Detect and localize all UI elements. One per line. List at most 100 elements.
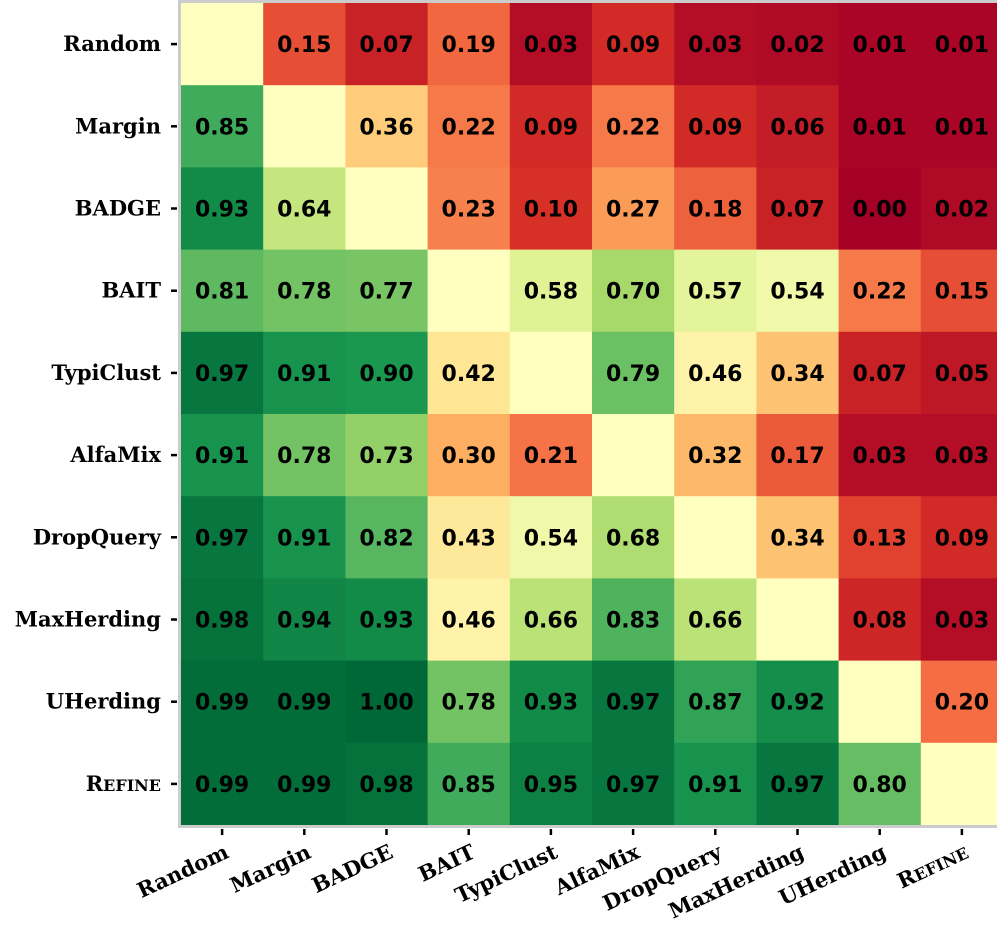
heatmap-cell-uherding-bait xyxy=(427,660,511,744)
heatmap-cell-badge-margin xyxy=(263,167,346,251)
heatmap-cell-refine-random xyxy=(181,742,264,826)
heatmap-cell-alfamix-uherding xyxy=(838,414,922,497)
cell-value-label: 0.57 xyxy=(688,280,742,305)
heatmap-cell-typiclust-margin xyxy=(263,331,346,415)
cell-value-label: 0.01 xyxy=(935,33,989,58)
heatmap-cell-alfamix-alfamix xyxy=(592,414,675,497)
row-label-typiclust: TypiClust xyxy=(51,360,161,385)
cell-value-label: 0.98 xyxy=(359,773,413,798)
column-label-margin: Margin xyxy=(226,839,314,898)
heatmap-cell-bait-refine xyxy=(920,249,997,333)
cell-value-label: 0.01 xyxy=(853,33,907,58)
row-ticks: Random Margin BADGE BAIT TypiClust AlfaMix Dro… xyxy=(15,31,177,796)
heatmap-cell-random-badge xyxy=(345,3,429,86)
heatmap-cell-maxherding-typiclust xyxy=(509,578,593,662)
heatmap-cell-typiclust-badge xyxy=(345,331,429,415)
cell-value-label: 0.94 xyxy=(277,609,331,634)
cell-value-label: 0.13 xyxy=(853,526,907,551)
heatmap-cell-maxherding-alfamix xyxy=(592,578,675,662)
cell-value-label: 0.01 xyxy=(853,115,907,140)
heatmap-cell-margin-alfamix xyxy=(592,85,675,168)
heatmap-cell-bait-margin xyxy=(263,249,346,333)
cell-value-label: 0.07 xyxy=(770,198,824,223)
heatmap-cell-refine-bait xyxy=(427,742,511,826)
cell-value-label: 0.01 xyxy=(935,115,989,140)
cell-value-label: 0.06 xyxy=(770,115,824,140)
heatmap-cell-margin-badge xyxy=(345,85,429,168)
cell-value-label: 0.54 xyxy=(524,526,578,551)
cell-value-label: 0.93 xyxy=(359,609,413,634)
cell-value-label: 0.66 xyxy=(524,609,578,634)
row-label-uherding: UHerding xyxy=(46,689,162,714)
heatmap-cell-uherding-badge xyxy=(345,660,429,744)
heatmap-cell-alfamix-refine xyxy=(920,414,997,497)
cell-value-label: 0.09 xyxy=(688,115,742,140)
heatmap-cell-maxherding-random xyxy=(181,578,264,662)
heatmap-cell-refine-typiclust xyxy=(509,742,593,826)
heatmap-cell-typiclust-uherding xyxy=(838,331,922,415)
cell-value-label: 0.73 xyxy=(359,444,413,469)
cell-value-label: 0.66 xyxy=(688,609,742,634)
cell-value-label: 0.70 xyxy=(606,280,660,305)
cell-value-label: 0.09 xyxy=(606,33,660,58)
heatmap-cell-maxherding-bait xyxy=(427,578,511,662)
heatmap-cell-refine-dropquery xyxy=(674,742,757,826)
heatmap-cell-refine-uherding xyxy=(838,742,922,826)
cell-value-label: 0.21 xyxy=(524,444,578,469)
heatmap-cell-refine-badge xyxy=(345,742,429,826)
heatmap-cell-refine-margin xyxy=(263,742,346,826)
cell-value-label: 0.42 xyxy=(442,362,496,387)
heatmap-cell-dropquery-alfamix xyxy=(592,496,675,579)
cell-value-label: 0.91 xyxy=(195,444,249,469)
heatmap-cell-random-bait xyxy=(427,3,511,86)
cell-value-label: 0.92 xyxy=(770,691,824,716)
row-label-maxherding: MaxHerding xyxy=(15,607,162,632)
heatmap-cell-alfamix-dropquery xyxy=(674,414,757,497)
heatmap-cell-random-uherding xyxy=(838,3,922,86)
cell-value-label: 0.99 xyxy=(277,691,331,716)
heatmap-cell-badge-random xyxy=(181,167,264,251)
heatmap-cell-badge-uherding xyxy=(838,167,922,251)
cell-value-label: 0.30 xyxy=(442,444,496,469)
cell-value-label: 0.03 xyxy=(688,33,742,58)
cell-value-label: 0.19 xyxy=(442,33,496,58)
heatmap-cell-maxherding-refine xyxy=(920,578,997,662)
heatmap-cell-bait-typiclust xyxy=(509,249,593,333)
heatmap-cell-badge-badge xyxy=(345,167,429,251)
heatmap-cell-typiclust-refine xyxy=(920,331,997,415)
column-label-random: Random xyxy=(133,839,232,903)
heatmap-cell-uherding-uherding xyxy=(838,660,922,744)
cell-value-label: 0.09 xyxy=(524,115,578,140)
heatmap-cell-typiclust-maxherding xyxy=(756,331,840,415)
cell-value-label: 0.87 xyxy=(688,691,742,716)
heatmap-cell-alfamix-badge xyxy=(345,414,429,497)
cell-value-label: 0.36 xyxy=(359,115,413,140)
cell-value-label: 0.17 xyxy=(770,444,824,469)
heatmap-cell-maxherding-uherding xyxy=(838,578,922,662)
cell-value-label: 0.03 xyxy=(524,33,578,58)
heatmap-cell-random-maxherding xyxy=(756,3,840,86)
cell-value-label: 0.34 xyxy=(770,526,824,551)
cell-value-label: 0.15 xyxy=(277,33,331,58)
cell-value-label: 0.91 xyxy=(688,773,742,798)
cell-value-label: 0.98 xyxy=(195,609,249,634)
cell-value-label: 0.00 xyxy=(853,198,907,223)
cell-value-label: 0.46 xyxy=(688,362,742,387)
row-label-alfamix: AlfaMix xyxy=(69,442,161,467)
cell-value-label: 0.64 xyxy=(277,198,331,223)
cell-value-label: 0.77 xyxy=(359,280,413,305)
cell-value-label: 0.93 xyxy=(524,691,578,716)
cell-value-label: 0.03 xyxy=(935,444,989,469)
cell-value-label: 0.32 xyxy=(688,444,742,469)
cell-value-label: 0.91 xyxy=(277,362,331,387)
cell-value-label: 0.10 xyxy=(524,198,578,223)
heatmap-cell-uherding-dropquery xyxy=(674,660,757,744)
heatmap-cell-bait-badge xyxy=(345,249,429,333)
cell-value-label: 0.91 xyxy=(277,526,331,551)
heatmap-cell-alfamix-bait xyxy=(427,414,511,497)
cell-value-label: 0.22 xyxy=(442,115,496,140)
heatmap-cell-typiclust-bait xyxy=(427,331,511,415)
heatmap-cell-margin-uherding xyxy=(838,85,922,168)
heatmap-cell-alfamix-random xyxy=(181,414,264,497)
